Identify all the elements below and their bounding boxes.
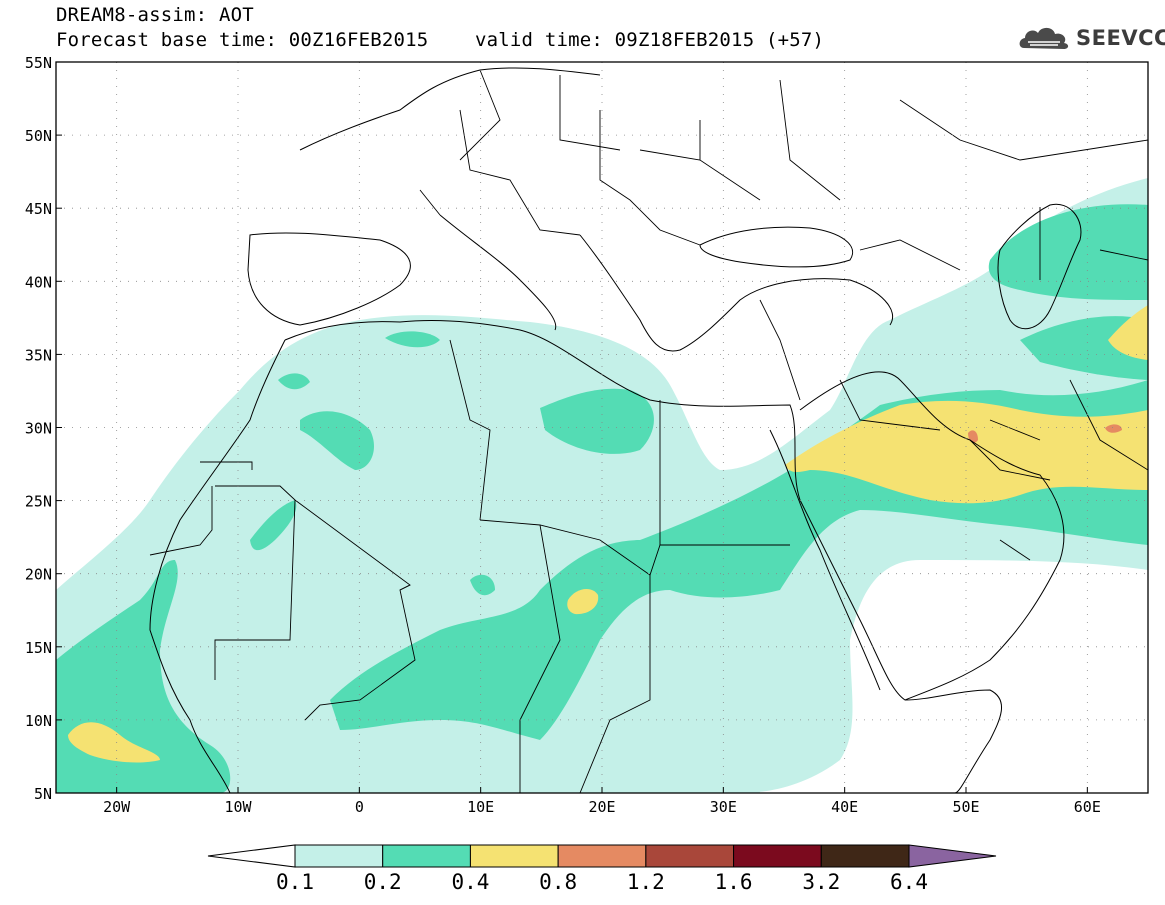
longitude-label: 40E (831, 798, 858, 816)
aot-level-0-2-area (300, 411, 375, 470)
border-line (149, 461, 411, 680)
colorbar-swatch (645, 844, 735, 868)
aot-level-0-1-area (56, 470, 760, 793)
forecast-times: Forecast base time: 00Z16FEB2015 valid t… (56, 29, 825, 51)
africa-coastline (149, 319, 1003, 793)
country-borders (149, 69, 1148, 793)
aot-level-0-2-area (470, 574, 495, 596)
latitude-label: 30N (25, 420, 52, 438)
latitude-label: 5N (34, 785, 52, 803)
cloud-icon (1019, 27, 1069, 49)
longitude-label: 0 (355, 798, 364, 816)
aot-level-0-4-area (785, 400, 1148, 504)
longitude-label: 50E (952, 798, 979, 816)
aot-level-0-4-area (1108, 305, 1148, 360)
colorbar-swatch (557, 844, 647, 868)
latitude-label: 55N (25, 54, 52, 72)
longitude-label: 10W (224, 798, 252, 816)
latitude-label: 25N (25, 493, 52, 511)
aot-level-0-2-area (278, 373, 310, 390)
latitude-label: 20N (25, 566, 52, 584)
colorbar-swatch (382, 844, 471, 868)
border-line (759, 299, 1148, 471)
colorbar-swatch (294, 844, 384, 868)
caspian-coastline (997, 203, 1082, 330)
colorbar-tick-label: 1.6 (715, 870, 753, 894)
longitude-label: 20E (588, 798, 615, 816)
colorbar-swatch (733, 844, 822, 868)
aot-level-0-2-area (988, 204, 1148, 300)
seevccc-logo: SEEVCCC (1018, 24, 1165, 52)
aot-level-0-8-area (968, 430, 978, 443)
colorbar-tick-label: 3.2 (802, 870, 840, 894)
colorbar-tick-label: 1.2 (627, 870, 665, 894)
logo-text: SEEVCCC (1076, 26, 1165, 50)
colorbar-tick-label: 6.4 (890, 870, 928, 894)
aot-field (56, 178, 1148, 793)
aot-level-0-2-area (385, 331, 440, 348)
colorbar: 0.1 0.2 0.4 0.8 1.2 1.6 3.2 6.4 (207, 844, 997, 894)
latitude-label: 50N (25, 127, 52, 145)
longitude-label: 10E (467, 798, 494, 816)
longitude-label: 30E (710, 798, 737, 816)
aot-level-0-4-area (567, 588, 599, 615)
latitude-label: 45N (25, 200, 52, 218)
colorbar-tick-label: 0.8 (539, 870, 577, 894)
border-line (304, 519, 790, 721)
colorbar-tick-label: 0.1 (276, 870, 314, 894)
longitude-axis: 20W 10W 0 10E 20E 30E 40E 50E 60E (103, 787, 1101, 816)
latitude-label: 10N (25, 712, 52, 730)
latitude-label: 40N (25, 273, 52, 291)
colorbar-swatch (469, 844, 559, 868)
map-title: DREAM8-assim: AOT (56, 4, 254, 26)
colorbar-swatch (820, 844, 910, 868)
longitude-label: 20W (103, 798, 131, 816)
red-sea-coastline (769, 429, 881, 691)
aot-level-0-2-area (250, 500, 297, 551)
border-line (969, 207, 1148, 561)
iberia-coastline (247, 232, 411, 326)
aot-level-0-8-area (1105, 424, 1122, 433)
arabia-coastline (799, 371, 1065, 701)
colorbar-high-triangle (908, 844, 997, 868)
colorbar-tick-label: 0.4 (451, 870, 489, 894)
colorbar-tick-label: 0.2 (364, 870, 402, 894)
colorbar-low-triangle (207, 844, 296, 868)
coastlines (149, 67, 1082, 793)
latitude-label: 35N (25, 346, 52, 364)
aot-level-0-2-area (540, 388, 654, 454)
border-line (449, 339, 661, 793)
latitude-axis: 55N 50N 45N 40N 35N 30N 25N 20N 15N 10N 5N (25, 54, 62, 803)
border-line (419, 109, 961, 271)
latitude-label: 15N (25, 639, 52, 657)
europe-coastline (299, 67, 893, 352)
aot-level-0-4-area (68, 722, 160, 763)
longitude-label: 60E (1074, 798, 1101, 816)
black-sea-coastline (699, 226, 853, 268)
border-line (459, 69, 1148, 201)
